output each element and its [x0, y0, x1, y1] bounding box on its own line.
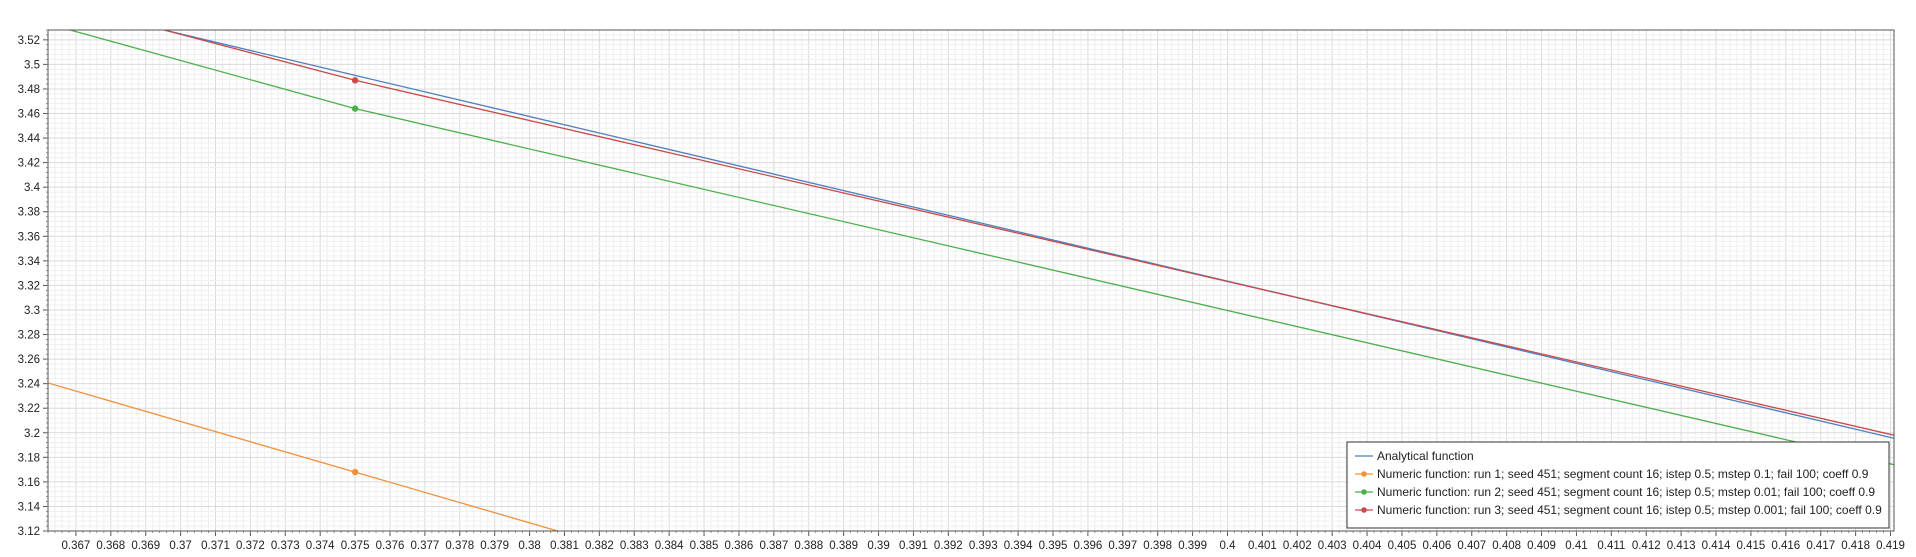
- series-lines: [48, 30, 1894, 531]
- y-tick-label: 3.46: [18, 109, 40, 121]
- legend-marker-2: [1361, 471, 1367, 477]
- x-tick-label: 0.384: [655, 540, 684, 552]
- x-axis: 0.367 0.368 0.369 0.37 0.371 0.372 0.373 0.374 0…: [47, 531, 1905, 552]
- y-tick-label: 3.18: [18, 452, 40, 464]
- series-point-4: [351, 77, 359, 84]
- x-tick-label: 0.394: [1004, 540, 1033, 552]
- x-tick-label: 0.373: [271, 540, 300, 552]
- y-tick-label: 3.16: [18, 477, 40, 489]
- legend-marker-3: [1361, 489, 1367, 495]
- x-tick-label: 0.378: [445, 540, 474, 552]
- x-tick-label: 0.395: [1039, 540, 1068, 552]
- x-tick-label: 0.38: [518, 540, 540, 552]
- series-point-2: [351, 468, 359, 476]
- x-tick-label: 0.392: [934, 540, 963, 552]
- x-tick-label: 0.397: [1108, 540, 1137, 552]
- x-tick-label: 0.393: [969, 540, 998, 552]
- y-tick-label: 3.2: [24, 428, 40, 440]
- x-tick-label: 0.379: [480, 540, 509, 552]
- x-tick-label: 0.407: [1457, 540, 1486, 552]
- x-tick-label: 0.402: [1283, 540, 1312, 552]
- x-tick-label: 0.403: [1318, 540, 1347, 552]
- x-tick-label: 0.367: [62, 540, 91, 552]
- y-tick-label: 3.52: [18, 35, 40, 47]
- x-tick-label: 0.368: [96, 540, 125, 552]
- x-tick-label: 0.39: [867, 540, 889, 552]
- x-tick-label: 0.405: [1388, 540, 1417, 552]
- x-tick-label: 0.418: [1841, 540, 1870, 552]
- y-tick-label: 3.26: [18, 354, 40, 366]
- x-tick-label: 0.389: [829, 540, 858, 552]
- x-tick-label: 0.385: [690, 540, 719, 552]
- x-tick-label: 0.414: [1702, 540, 1731, 552]
- legend-label-1: Analytical function: [1377, 449, 1474, 463]
- x-tick-label: 0.372: [236, 540, 265, 552]
- x-tick-label: 0.415: [1737, 540, 1766, 552]
- series-point-3: [351, 105, 359, 112]
- y-tick-label: 3.28: [18, 330, 40, 342]
- legend: Analytical function Numeric function: run…: [1346, 441, 1890, 529]
- x-tick-label: 0.374: [306, 540, 335, 552]
- x-tick-label: 0.417: [1806, 540, 1835, 552]
- x-tick-label: 0.401: [1248, 540, 1277, 552]
- x-tick-label: 0.409: [1527, 540, 1556, 552]
- x-tick-label: 0.387: [759, 540, 788, 552]
- x-tick-label: 0.386: [725, 540, 754, 552]
- x-tick-label: 0.413: [1667, 540, 1696, 552]
- x-tick-label: 0.396: [1074, 540, 1103, 552]
- x-tick-label: 0.399: [1178, 540, 1207, 552]
- legend-label-2: Numeric function: run 1; seed 451; segme…: [1377, 467, 1869, 481]
- x-tick-label: 0.406: [1422, 540, 1451, 552]
- x-tick-label: 0.383: [620, 540, 649, 552]
- x-tick-label: 0.412: [1632, 540, 1661, 552]
- x-tick-label: 0.376: [376, 540, 405, 552]
- x-tick-label: 0.4: [1219, 540, 1236, 552]
- x-tick-label: 0.375: [341, 540, 370, 552]
- y-axis: 3.12 3.14 3.16 3.18 3.2 3.22 3.24 3.26 3.28 3.3 3.…: [18, 29, 48, 538]
- x-tick-label: 0.391: [899, 540, 928, 552]
- y-tick-label: 3.22: [18, 403, 40, 415]
- x-tick-label: 0.377: [410, 540, 439, 552]
- x-tick-label: 0.411: [1597, 540, 1625, 552]
- legend-box: [1346, 441, 1890, 529]
- x-tick-label: 0.398: [1143, 540, 1172, 552]
- legend-marker-4: [1361, 507, 1367, 513]
- x-tick-label: 0.382: [585, 540, 614, 552]
- y-tick-label: 3.34: [18, 256, 41, 268]
- x-tick-label: 0.408: [1492, 540, 1521, 552]
- y-tick-label: 3.38: [18, 207, 40, 219]
- legend-label-4: Numeric function: run 3; seed 451; segme…: [1377, 503, 1882, 517]
- y-tick-label: 3.24: [18, 379, 41, 391]
- y-tick-label: 3.3: [24, 305, 40, 317]
- y-tick-label: 3.12: [18, 526, 40, 538]
- x-tick-label: 0.416: [1771, 540, 1800, 552]
- x-tick-label: 0.37: [169, 540, 191, 552]
- x-tick-label: 0.369: [131, 540, 160, 552]
- x-tick-label: 0.41: [1565, 540, 1587, 552]
- y-tick-label: 3.36: [18, 231, 40, 243]
- y-tick-label: 3.5: [24, 59, 40, 71]
- y-tick-label: 3.14: [18, 501, 41, 513]
- x-tick-label: 0.388: [794, 540, 823, 552]
- y-tick-label: 3.48: [18, 84, 40, 96]
- legend-label-3: Numeric function: run 2; seed 451; segme…: [1377, 485, 1875, 499]
- x-tick-label: 0.419: [1876, 540, 1905, 552]
- x-tick-label: 0.371: [201, 540, 230, 552]
- y-tick-label: 3.4: [24, 182, 41, 194]
- y-tick-label: 3.42: [18, 158, 40, 170]
- y-tick-label: 3.32: [18, 280, 40, 292]
- x-tick-label: 0.404: [1353, 540, 1382, 552]
- x-tick-label: 0.381: [550, 540, 579, 552]
- y-tick-label: 3.44: [18, 133, 41, 145]
